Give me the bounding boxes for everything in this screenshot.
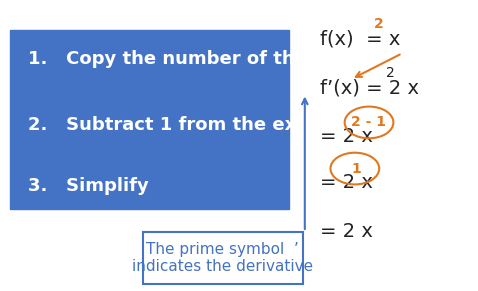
FancyArrowPatch shape — [356, 54, 400, 77]
Text: f’(x) = 2 x: f’(x) = 2 x — [320, 78, 419, 97]
FancyBboxPatch shape — [143, 232, 303, 284]
Text: 2.   Subtract 1 from the exponent: 2. Subtract 1 from the exponent — [28, 116, 368, 134]
Text: 1.   Copy the number of the exponent: 1. Copy the number of the exponent — [28, 50, 409, 68]
Text: The prime symbol  ’
indicates the derivative: The prime symbol ’ indicates the derivat… — [132, 242, 314, 274]
FancyBboxPatch shape — [10, 30, 289, 209]
Text: 2: 2 — [386, 66, 395, 80]
Text: 2 - 1: 2 - 1 — [351, 116, 386, 129]
Text: 1: 1 — [351, 162, 361, 175]
Text: 3.   Simplify: 3. Simplify — [28, 177, 149, 195]
Text: f(x)  = x: f(x) = x — [320, 29, 401, 48]
Text: 2: 2 — [374, 17, 384, 31]
Text: = 2 x: = 2 x — [320, 127, 373, 146]
Text: = 2 x: = 2 x — [320, 222, 373, 242]
Text: = 2 x: = 2 x — [320, 173, 373, 192]
